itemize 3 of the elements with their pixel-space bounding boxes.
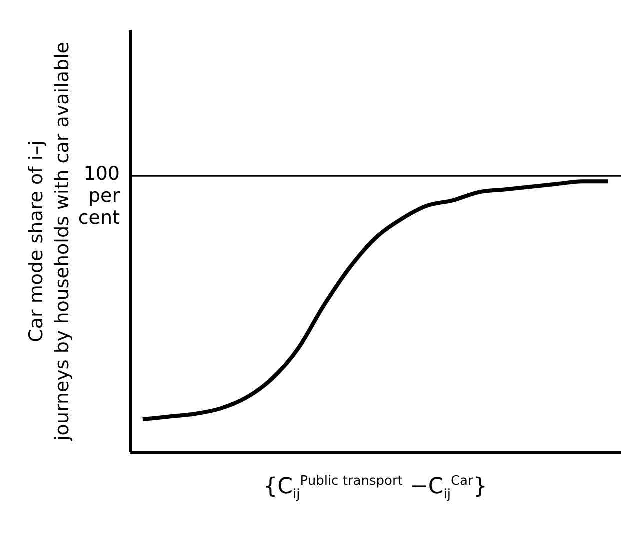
ref-line-label: 100 per cent: [78, 163, 120, 230]
x-axis-title: {C$_{ij}$$^{Public transport}$ −C$_{ij}$$^{Car}$}: [262, 474, 488, 503]
y-axis-title: Car mode share of i–j journeys by households with car available: [26, 42, 74, 442]
